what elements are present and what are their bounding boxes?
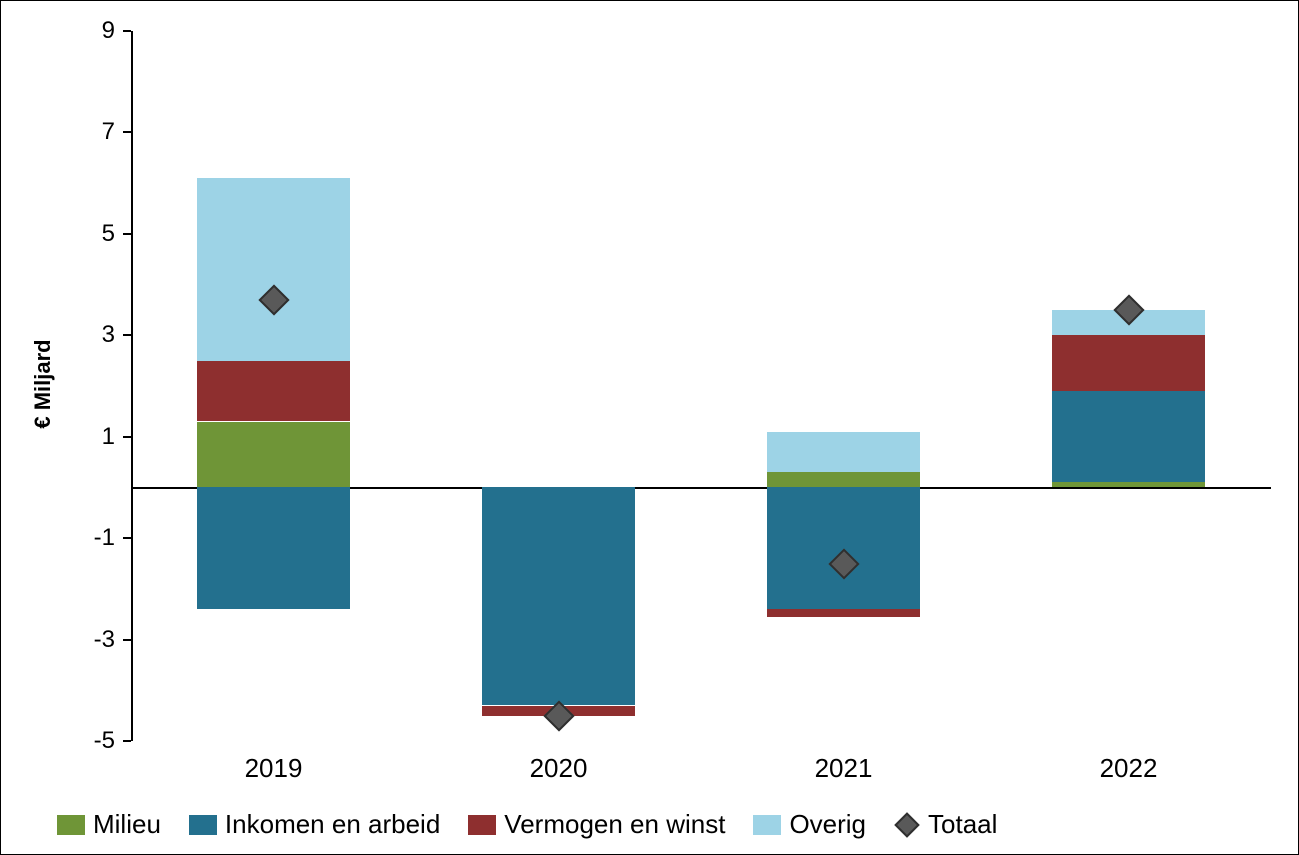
x-tick-label: 2020	[530, 753, 588, 784]
legend-item-overig: Overig	[753, 809, 866, 840]
y-tick-label: -3	[94, 626, 115, 654]
legend-marker-totaal	[894, 812, 919, 837]
bar-milieu	[197, 422, 351, 488]
y-tick-label: 1	[102, 423, 115, 451]
legend: Milieu Inkomen en arbeid Vermogen en win…	[57, 809, 997, 840]
y-tick-mark	[123, 639, 131, 641]
legend-swatch-milieu	[57, 815, 85, 835]
x-tick-label: 2021	[815, 753, 873, 784]
legend-item-inkomen: Inkomen en arbeid	[189, 809, 440, 840]
bar-inkomen	[197, 487, 351, 609]
y-tick-mark	[123, 436, 131, 438]
legend-item-milieu: Milieu	[57, 809, 161, 840]
legend-label-totaal: Totaal	[928, 809, 997, 840]
y-tick-mark	[123, 537, 131, 539]
x-tick-label: 2019	[245, 753, 303, 784]
bar-vermogen	[767, 609, 921, 617]
legend-item-totaal: Totaal	[894, 809, 997, 840]
y-tick-label: 5	[102, 220, 115, 248]
y-tick-label: -5	[94, 727, 115, 755]
legend-swatch-overig	[753, 815, 781, 835]
bar-overig	[767, 432, 921, 473]
bar-inkomen	[482, 487, 636, 705]
legend-label-milieu: Milieu	[93, 809, 161, 840]
legend-label-vermogen: Vermogen en winst	[504, 809, 725, 840]
x-tick-label: 2022	[1100, 753, 1158, 784]
bar-milieu	[767, 472, 921, 487]
bar-vermogen	[197, 361, 351, 422]
y-tick-mark	[123, 131, 131, 133]
bar-overig	[197, 178, 351, 361]
y-tick-label: 9	[102, 17, 115, 45]
y-axis-title: € Miljard	[30, 324, 56, 444]
plot-area	[131, 31, 1271, 741]
y-tick-label: -1	[94, 524, 115, 552]
legend-swatch-inkomen	[189, 815, 217, 835]
y-tick-label: 3	[102, 321, 115, 349]
legend-label-overig: Overig	[789, 809, 866, 840]
bar-vermogen	[1052, 335, 1206, 391]
legend-label-inkomen: Inkomen en arbeid	[225, 809, 440, 840]
y-tick-mark	[123, 233, 131, 235]
y-tick-mark	[123, 30, 131, 32]
chart-container: € Miljard Milieu Inkomen en arbeid Vermo…	[0, 0, 1299, 855]
bar-inkomen	[1052, 391, 1206, 482]
legend-swatch-vermogen	[468, 815, 496, 835]
bar-milieu	[1052, 482, 1206, 487]
legend-item-vermogen: Vermogen en winst	[468, 809, 725, 840]
y-tick-mark	[123, 740, 131, 742]
y-tick-mark	[123, 334, 131, 336]
y-tick-label: 7	[102, 118, 115, 146]
